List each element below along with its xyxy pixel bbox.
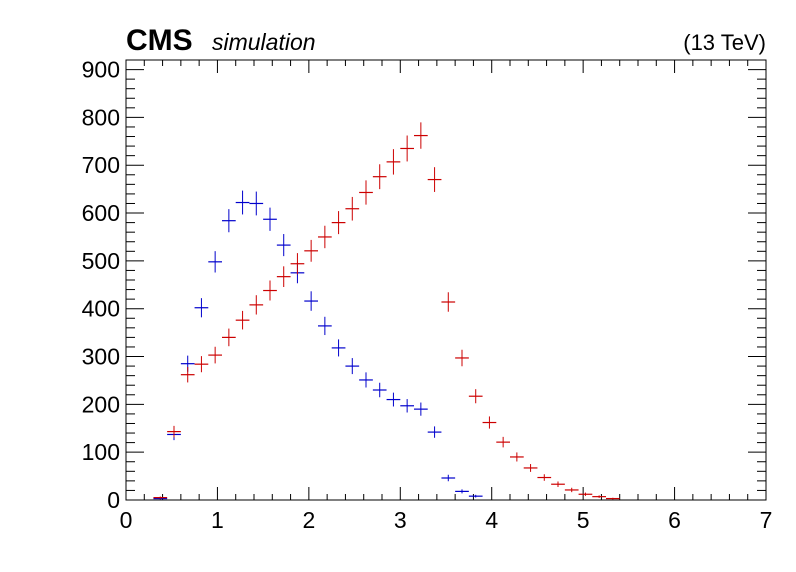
experiment-label: CMS <box>126 24 193 57</box>
y-tick-label: 400 <box>82 296 120 322</box>
y-tick-label: 800 <box>82 104 120 130</box>
y-tick-label: 500 <box>82 248 120 274</box>
y-tick-label: 900 <box>82 57 120 83</box>
data-series <box>153 122 620 500</box>
y-tick-label: 200 <box>82 391 120 417</box>
x-tick-label: 4 <box>485 507 498 533</box>
series-1 <box>153 122 620 500</box>
simulation-label: simulation <box>212 29 316 55</box>
x-tick-label: 3 <box>394 507 407 533</box>
tick-labels: 0 1 2 3 4 5 6 7 0 100 200 300 400 500 600 700 800 900 <box>82 57 773 533</box>
x-tick-label: 7 <box>760 507 773 533</box>
energy-label: (13 TeV) <box>683 30 766 55</box>
x-tick-label: 2 <box>302 507 315 533</box>
y-tick-label: 700 <box>82 152 120 178</box>
x-tick-label: 5 <box>577 507 590 533</box>
y-tick-label: 600 <box>82 200 120 226</box>
x-tick-label: 0 <box>120 507 133 533</box>
y-tick-label: 0 <box>107 487 120 513</box>
x-tick-label: 1 <box>211 507 224 533</box>
plot-frame <box>125 59 767 501</box>
y-tick-label: 100 <box>82 439 120 465</box>
axis-ticks <box>125 59 767 501</box>
x-tick-label: 6 <box>668 507 681 533</box>
y-tick-label: 300 <box>82 344 120 370</box>
